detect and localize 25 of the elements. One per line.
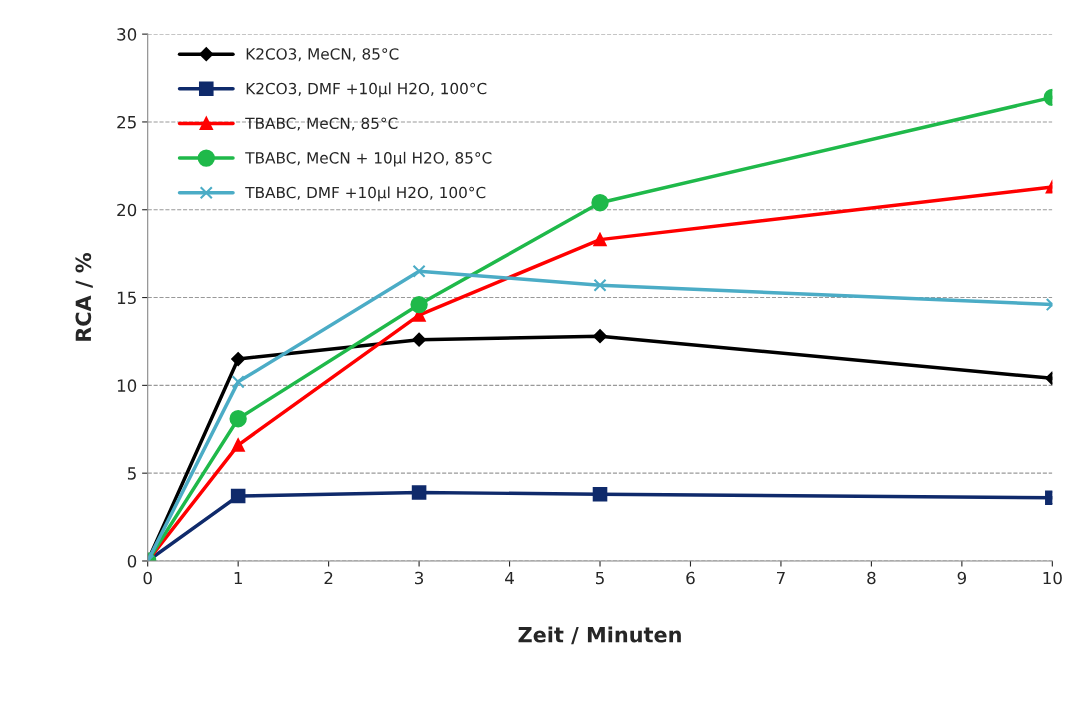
x-tick-label: 7 [777, 571, 785, 585]
x-tick-label: 8 [867, 571, 876, 585]
x-tick-label: 1 [234, 571, 242, 585]
y-tick-label: 30 [117, 28, 137, 41]
x-tick-label: 6 [686, 571, 695, 585]
y-tick-label: 20 [117, 203, 137, 217]
y-tick-label: 10 [117, 379, 137, 392]
x-tick-label: 3 [415, 571, 424, 585]
x-tick-label: 5 [596, 571, 604, 585]
legend-label: TBABC, MeCN + 10µl H2O, 85°C [245, 151, 492, 167]
legend-label: K2CO3, DMF +10µl H2O, 100°C [246, 82, 487, 98]
y-tick-label: 0 [127, 554, 137, 568]
legend-label: TBABC, MeCN, 85°C [245, 117, 398, 131]
y-tick-label: 15 [117, 291, 136, 305]
x-tick-label: 9 [957, 571, 966, 585]
x-axis-title: Zeit / Minuten [518, 626, 681, 645]
x-tick-label: 10 [1043, 571, 1062, 585]
y-tick-label: 5 [127, 467, 136, 480]
y-tick-label: 25 [117, 115, 136, 129]
x-tick-label: 4 [505, 571, 514, 585]
legend-label: K2CO3, MeCN, 85°C [246, 48, 399, 62]
legend-label: TBABC, DMF +10µl H2O, 100°C [245, 186, 486, 202]
x-tick-label: 0 [143, 571, 152, 585]
x-tick-label: 2 [324, 571, 333, 585]
y-axis-title: RCA / % [75, 252, 93, 341]
